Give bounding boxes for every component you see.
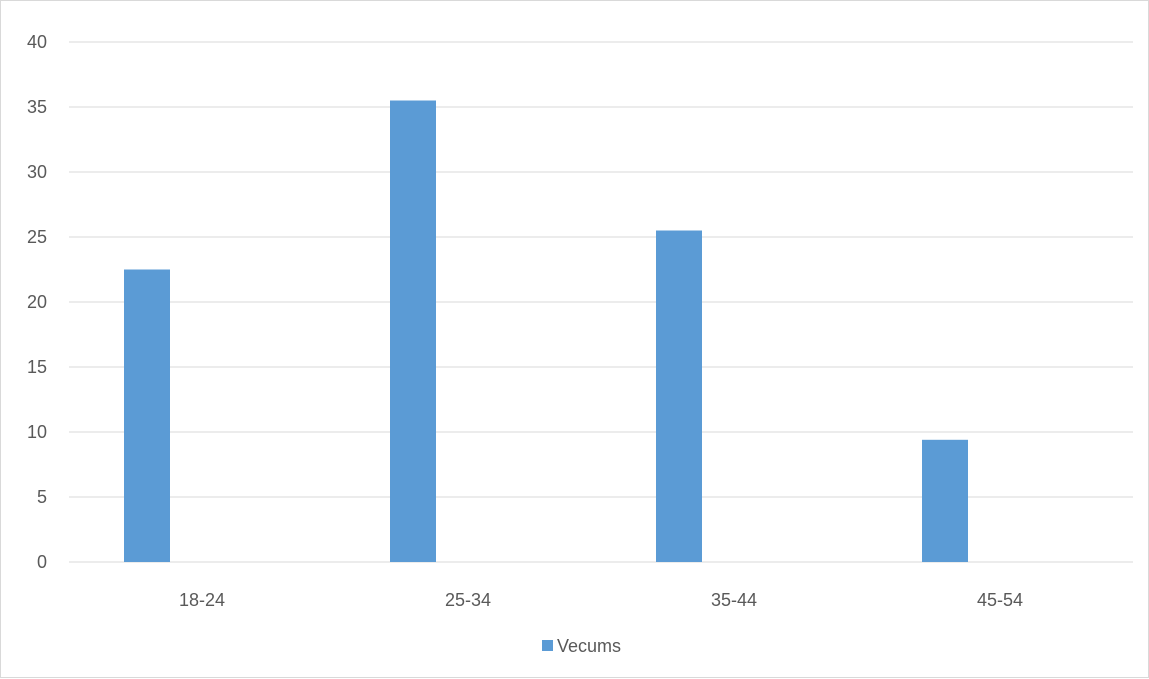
y-tick-label: 20	[27, 292, 47, 312]
y-tick-label: 0	[37, 552, 47, 572]
y-tick-label: 15	[27, 357, 47, 377]
bar-18-24[interactable]	[124, 269, 170, 563]
x-tick-label: 25-34	[445, 590, 491, 610]
bar-35-44[interactable]	[656, 230, 702, 563]
y-tick-label: 5	[37, 487, 47, 507]
bar-25-34[interactable]	[390, 100, 436, 563]
legend-label: Vecums	[557, 636, 621, 656]
y-tick-label: 25	[27, 227, 47, 247]
y-tick-label: 30	[27, 162, 47, 182]
x-tick-label: 18-24	[179, 590, 225, 610]
y-tick-label: 10	[27, 422, 47, 442]
x-tick-label: 45-54	[977, 590, 1023, 610]
legend-swatch	[542, 640, 553, 651]
x-tick-label: 35-44	[711, 590, 757, 610]
y-tick-label: 35	[27, 97, 47, 117]
bar-45-54[interactable]	[922, 439, 968, 562]
y-tick-label: 40	[27, 32, 47, 52]
